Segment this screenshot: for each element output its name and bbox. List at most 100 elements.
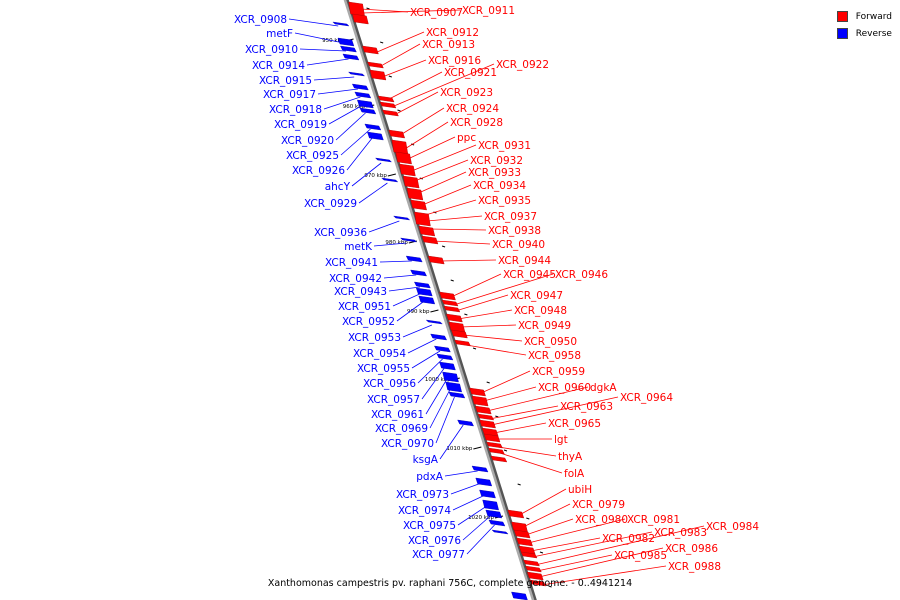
forward-gene-block[interactable] (399, 163, 416, 177)
reverse-gene-label[interactable]: XCR_0910 (245, 44, 298, 56)
reverse-gene-block[interactable] (482, 499, 499, 511)
forward-gene-block[interactable] (477, 413, 495, 421)
reverse-gene-label[interactable]: XCR_0954 (353, 348, 406, 360)
reverse-gene-block[interactable] (351, 83, 369, 91)
reverse-gene-label[interactable]: XCR_0942 (329, 273, 382, 285)
forward-gene-block[interactable] (362, 45, 379, 55)
forward-gene-block[interactable] (410, 199, 427, 211)
forward-gene-block[interactable] (382, 109, 399, 117)
reverse-gene-block[interactable] (475, 477, 493, 487)
forward-gene-block[interactable] (523, 559, 540, 567)
reverse-gene-label[interactable]: XCR_0920 (281, 135, 334, 147)
reverse-gene-block[interactable] (381, 177, 399, 183)
reverse-gene-label[interactable]: XCR_0941 (325, 257, 378, 269)
legend-forward[interactable]: Forward (836, 8, 892, 25)
reverse-gene-block[interactable] (471, 465, 489, 473)
forward-gene-block[interactable] (369, 69, 387, 81)
reverse-gene-label[interactable]: XCR_0973 (396, 489, 449, 501)
forward-gene-label[interactable]: XCR_0935 (478, 195, 531, 207)
forward-gene-block[interactable] (483, 433, 501, 443)
forward-gene-block[interactable] (427, 255, 445, 265)
forward-gene-label[interactable]: XCR_0921 (444, 67, 497, 79)
reverse-gene-block[interactable] (488, 519, 506, 527)
forward-gene-label[interactable]: XCR_0949 (518, 320, 571, 332)
forward-gene-block[interactable] (507, 509, 525, 519)
forward-gene-label[interactable]: lgt (554, 434, 568, 446)
forward-gene-block[interactable] (352, 13, 369, 25)
reverse-gene-block[interactable] (485, 509, 503, 519)
reverse-gene-block[interactable] (414, 281, 431, 289)
forward-gene-block[interactable] (529, 579, 547, 587)
forward-gene-block[interactable] (454, 339, 471, 347)
reverse-gene-label[interactable]: XCR_0919 (274, 119, 327, 131)
reverse-gene-label[interactable]: XCR_0917 (263, 89, 316, 101)
reverse-gene-label[interactable]: XCR_0961 (371, 409, 424, 421)
reverse-gene-label[interactable]: pdxA (416, 471, 444, 483)
forward-gene-block[interactable] (348, 1, 365, 17)
forward-gene-label[interactable]: XCR_0913 (422, 39, 475, 51)
forward-gene-block[interactable] (443, 305, 461, 313)
forward-gene-block[interactable] (395, 151, 412, 165)
forward-gene-block[interactable] (486, 441, 503, 449)
forward-gene-block[interactable] (418, 225, 436, 237)
reverse-gene-block[interactable] (442, 371, 459, 383)
forward-gene-block[interactable] (471, 395, 489, 407)
reverse-gene-label[interactable]: XCR_0926 (292, 165, 345, 177)
forward-gene-label[interactable]: XCR_0950 (524, 336, 577, 348)
reverse-gene-block[interactable] (332, 21, 350, 27)
reverse-gene-label[interactable]: XCR_0969 (375, 423, 428, 435)
reverse-gene-block[interactable] (457, 419, 474, 427)
forward-gene-label[interactable]: XCR_0940 (492, 239, 545, 251)
reverse-gene-label[interactable]: XCR_0915 (259, 75, 312, 87)
reverse-gene-label[interactable]: XCR_0977 (412, 549, 465, 561)
forward-gene-label[interactable]: XCR_0923 (440, 87, 493, 99)
forward-gene-block[interactable] (388, 129, 406, 139)
reverse-gene-label[interactable]: XCR_0952 (342, 316, 395, 328)
reverse-gene-block[interactable] (359, 107, 377, 115)
reverse-gene-block[interactable] (479, 489, 496, 499)
forward-gene-block[interactable] (446, 313, 463, 323)
reverse-gene-block[interactable] (415, 287, 433, 297)
reverse-gene-block[interactable] (448, 391, 466, 399)
reverse-gene-block[interactable] (337, 37, 355, 47)
forward-gene-label[interactable]: XCR_0979 (572, 499, 625, 511)
forward-gene-label[interactable]: XCR_0980 (575, 514, 628, 526)
forward-gene-label[interactable]: XCR_0946 (555, 269, 608, 281)
forward-gene-block[interactable] (451, 329, 468, 339)
forward-gene-label[interactable]: XCR_0944 (498, 255, 551, 267)
forward-gene-block[interactable] (367, 61, 384, 69)
legend-reverse[interactable]: Reverse (836, 25, 892, 42)
forward-gene-label[interactable]: XCR_0982 (602, 533, 655, 545)
reverse-gene-label[interactable]: XCR_0976 (408, 535, 461, 547)
forward-gene-label[interactable]: XCR_0912 (426, 27, 479, 39)
reverse-gene-label[interactable]: XCR_0975 (403, 520, 456, 532)
reverse-gene-label[interactable]: XCR_0957 (367, 394, 420, 406)
forward-gene-label[interactable]: XCR_0933 (468, 167, 521, 179)
reverse-gene-block[interactable] (425, 319, 443, 325)
reverse-gene-block[interactable] (410, 269, 427, 277)
reverse-gene-block[interactable] (405, 255, 423, 263)
forward-gene-label[interactable]: XCR_0963 (560, 401, 613, 413)
forward-gene-block[interactable] (402, 175, 420, 189)
reverse-gene-label[interactable]: XCR_0908 (234, 14, 287, 26)
forward-gene-label[interactable]: XCR_0964 (620, 392, 673, 404)
reverse-gene-block[interactable] (445, 381, 462, 393)
forward-gene-block[interactable] (406, 187, 424, 201)
forward-gene-label[interactable]: XCR_0986 (665, 543, 718, 555)
forward-gene-label[interactable]: XCR_0965 (548, 418, 601, 430)
reverse-gene-block[interactable] (434, 345, 451, 353)
reverse-gene-label[interactable]: XCR_0929 (304, 198, 357, 210)
forward-gene-block[interactable] (490, 455, 508, 463)
forward-gene-block[interactable] (441, 299, 459, 307)
forward-gene-block[interactable] (414, 211, 431, 227)
forward-gene-label[interactable]: XCR_0983 (654, 527, 707, 539)
reverse-gene-block[interactable] (439, 361, 456, 371)
forward-gene-block[interactable] (488, 447, 505, 455)
reverse-gene-block[interactable] (430, 333, 448, 341)
forward-gene-label[interactable]: XCR_0984 (706, 521, 759, 533)
reverse-gene-label[interactable]: XCR_0953 (348, 332, 401, 344)
reverse-gene-block[interactable] (400, 237, 418, 243)
forward-gene-label[interactable]: XCR_0981 (627, 514, 680, 526)
reverse-gene-block[interactable] (342, 53, 360, 61)
reverse-gene-block[interactable] (511, 591, 528, 600)
